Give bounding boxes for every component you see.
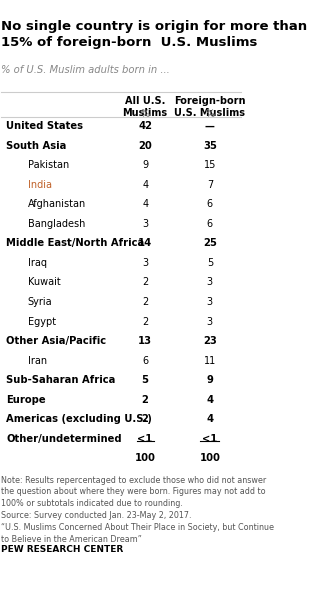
Text: 6: 6 — [207, 219, 213, 229]
Text: Americas (excluding U.S.): Americas (excluding U.S.) — [6, 414, 152, 424]
Text: Sub-Saharan Africa: Sub-Saharan Africa — [6, 375, 116, 385]
Text: 2: 2 — [142, 297, 148, 307]
Text: <1: <1 — [138, 434, 153, 444]
Text: Other/undetermined: Other/undetermined — [6, 434, 122, 444]
Text: Other Asia/Pacific: Other Asia/Pacific — [6, 336, 106, 346]
Text: 6: 6 — [207, 200, 213, 210]
Text: 4: 4 — [206, 414, 214, 424]
Text: 13: 13 — [138, 336, 152, 346]
Text: Kuwait: Kuwait — [28, 277, 61, 287]
Text: 2: 2 — [142, 414, 149, 424]
Text: No single country is origin for more than
15% of foreign-born  U.S. Muslims: No single country is origin for more tha… — [1, 20, 307, 49]
Text: 5: 5 — [142, 375, 149, 385]
Text: 6: 6 — [142, 356, 148, 365]
Text: 3: 3 — [142, 219, 148, 229]
Text: 3: 3 — [207, 317, 213, 327]
Text: 3: 3 — [207, 297, 213, 307]
Text: 23: 23 — [203, 336, 217, 346]
Text: India: India — [28, 180, 52, 190]
Text: Foreign-born
U.S. Muslims: Foreign-born U.S. Muslims — [174, 96, 246, 118]
Text: <1: <1 — [202, 434, 218, 444]
Text: 5: 5 — [207, 258, 213, 268]
Text: 11: 11 — [204, 356, 216, 365]
Text: 7: 7 — [207, 180, 213, 190]
Text: Syria: Syria — [28, 297, 52, 307]
Text: Egypt: Egypt — [28, 317, 56, 327]
Text: %: % — [141, 109, 150, 119]
Text: Iran: Iran — [28, 356, 47, 365]
Text: 2: 2 — [142, 317, 148, 327]
Text: % of U.S. Muslim adults born in ...: % of U.S. Muslim adults born in ... — [1, 65, 170, 75]
Text: 4: 4 — [206, 394, 214, 405]
Text: 100: 100 — [135, 453, 155, 463]
Text: All U.S.
Muslims: All U.S. Muslims — [123, 96, 168, 118]
Text: Iraq: Iraq — [28, 258, 47, 268]
Text: Afghanistan: Afghanistan — [28, 200, 86, 210]
Text: South Asia: South Asia — [6, 141, 66, 151]
Text: Europe: Europe — [6, 394, 46, 405]
Text: 3: 3 — [207, 277, 213, 287]
Text: Bangladesh: Bangladesh — [28, 219, 85, 229]
Text: PEW RESEARCH CENTER: PEW RESEARCH CENTER — [1, 545, 124, 554]
Text: 2: 2 — [142, 277, 148, 287]
Text: Middle East/North Africa: Middle East/North Africa — [6, 238, 144, 248]
Text: Note: Results repercentaged to exclude those who did not answer
the question abo: Note: Results repercentaged to exclude t… — [1, 476, 274, 544]
Text: 3: 3 — [142, 258, 148, 268]
Text: 9: 9 — [206, 375, 213, 385]
Text: 100: 100 — [199, 453, 220, 463]
Text: 4: 4 — [142, 180, 148, 190]
Text: Pakistan: Pakistan — [28, 160, 69, 170]
Text: —: — — [205, 121, 215, 131]
Text: 9: 9 — [142, 160, 148, 170]
Text: 15: 15 — [204, 160, 216, 170]
Text: 14: 14 — [138, 238, 152, 248]
Text: 42: 42 — [138, 121, 152, 131]
Text: 4: 4 — [142, 200, 148, 210]
Text: 20: 20 — [138, 141, 152, 151]
Text: United States: United States — [6, 121, 83, 131]
Text: %: % — [205, 109, 214, 119]
Text: 35: 35 — [203, 141, 217, 151]
Text: 25: 25 — [203, 238, 217, 248]
Text: 2: 2 — [142, 394, 149, 405]
